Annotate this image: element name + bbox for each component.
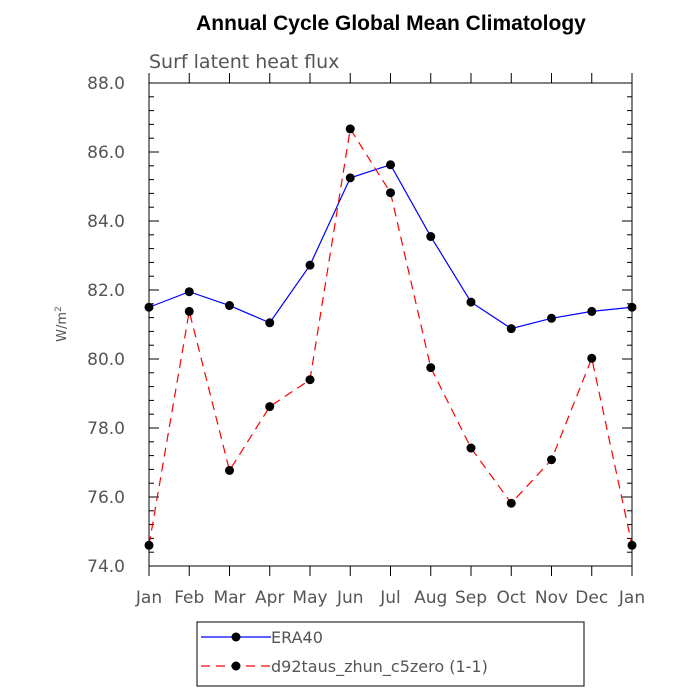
series-2-point bbox=[184, 306, 194, 316]
legend: ERA40 d92taus_zhun_c5zero (1-1) bbox=[201, 628, 488, 677]
y-axis-label: W/m2 bbox=[54, 306, 70, 342]
series-2-point bbox=[466, 443, 476, 453]
legend-box bbox=[196, 621, 585, 687]
series-1-point bbox=[627, 302, 637, 312]
x-tick-label: Jan bbox=[135, 588, 162, 608]
chart-subtitle: Surf latent heat flux bbox=[149, 51, 339, 73]
series-2-point bbox=[547, 455, 556, 465]
chart-title: Annual Cycle Global Mean Climatology bbox=[196, 12, 586, 35]
series-1-point bbox=[506, 324, 516, 334]
series-2-point bbox=[426, 363, 436, 373]
series-2-point bbox=[587, 353, 597, 363]
y-tick-label: 80.0 bbox=[87, 350, 125, 370]
legend-label-2: d92taus_zhun_c5zero (1-1) bbox=[271, 657, 488, 677]
x-tick-labels: Jan Feb Mar Apr May Jun Jul Aug Sep Oct Nov Dec Jan bbox=[135, 588, 645, 608]
series-1-point bbox=[587, 306, 597, 316]
series-2-point bbox=[225, 465, 234, 475]
y-tick-labels: 74.0 76.0 78.0 80.0 82.0 84.0 86.0 88.0 bbox=[87, 74, 125, 577]
series-2-point bbox=[305, 375, 315, 385]
x-tick-label: Oct bbox=[497, 588, 527, 608]
series-1-point bbox=[265, 318, 275, 328]
x-tick-label: Sep bbox=[455, 588, 487, 608]
axis-ticks bbox=[148, 73, 633, 576]
series-1-point bbox=[386, 160, 395, 170]
series-2-point bbox=[265, 402, 275, 412]
y-tick-label: 74.0 bbox=[87, 557, 125, 577]
plot-frame bbox=[148, 82, 633, 567]
y-tick-label: 78.0 bbox=[87, 419, 125, 439]
legend-label-1: ERA40 bbox=[271, 628, 323, 647]
y-axis-label-main: W/m bbox=[55, 312, 70, 342]
y-tick-label: 86.0 bbox=[87, 143, 125, 163]
series-1-point bbox=[305, 260, 315, 270]
series-2-point bbox=[506, 498, 516, 508]
x-tick-label: Jun bbox=[336, 588, 364, 608]
x-tick-label: May bbox=[292, 588, 327, 608]
series-1-point bbox=[144, 302, 154, 312]
series-1-point bbox=[184, 287, 194, 297]
y-tick-label: 82.0 bbox=[87, 281, 125, 301]
y-tick-label: 76.0 bbox=[87, 488, 125, 508]
series-2-point bbox=[345, 124, 355, 134]
y-axis-label-superscript: 2 bbox=[54, 306, 64, 312]
legend-marker-2 bbox=[231, 661, 241, 671]
series-1-point bbox=[225, 301, 234, 311]
x-tick-label: Mar bbox=[213, 588, 245, 608]
series-1-point bbox=[547, 313, 556, 323]
x-tick-label: Feb bbox=[174, 588, 204, 608]
x-tick-label: Apr bbox=[255, 588, 284, 608]
series-2-point bbox=[386, 188, 395, 198]
series-1-point bbox=[466, 297, 476, 307]
series-1-point bbox=[345, 173, 355, 183]
x-tick-label: Jan bbox=[618, 588, 645, 608]
x-tick-label: Nov bbox=[535, 588, 568, 608]
y-tick-label: 88.0 bbox=[87, 74, 125, 94]
x-tick-label: Jul bbox=[379, 588, 401, 608]
series-1-point bbox=[426, 232, 436, 242]
x-tick-label: Aug bbox=[414, 588, 447, 608]
legend-marker-1 bbox=[231, 632, 241, 642]
series-group bbox=[144, 124, 637, 550]
x-tick-label: Dec bbox=[575, 588, 608, 608]
series-2-point bbox=[627, 540, 637, 550]
y-tick-label: 84.0 bbox=[87, 212, 125, 232]
series-2-point bbox=[144, 540, 154, 550]
